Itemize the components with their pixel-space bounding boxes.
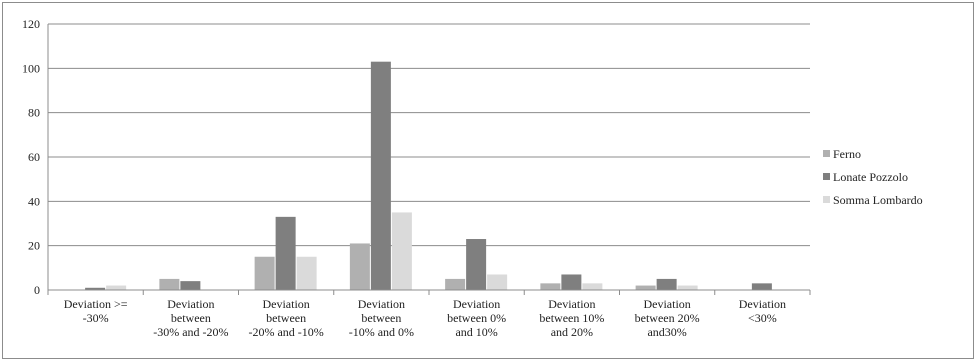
legend-swatch [823, 150, 830, 157]
bar-lonate-pozzolo [656, 278, 677, 290]
bar-somma-lombardo [106, 285, 127, 290]
x-tick-label: Deviation between 0% and 10% [447, 297, 506, 339]
bar-ferno [254, 256, 275, 290]
bar-somma-lombardo [487, 274, 508, 290]
x-tick-labels: Deviation >= -30% Deviation between -30% and… [64, 297, 786, 339]
y-tick-labels: 0 20 40 60 80 100 120 [22, 17, 40, 297]
legend-label: Ferno [833, 147, 861, 161]
bar-ferno [635, 285, 656, 290]
y-tick-label: 60 [28, 150, 40, 164]
legend-label: Somma Lombardo [833, 193, 923, 207]
bar-lonate-pozzolo [275, 216, 296, 290]
x-tick-label: Deviation <30% [739, 297, 786, 325]
bar-ferno [349, 243, 370, 290]
gridlines [48, 23, 810, 247]
y-tick-label: 0 [34, 283, 40, 297]
bar-ferno [159, 278, 180, 290]
legend: Ferno Lonate Pozzolo Somma Lombardo [823, 147, 923, 207]
bar-somma-lombardo [582, 283, 603, 290]
axes [47, 24, 811, 295]
bar-lonate-pozzolo [466, 239, 487, 290]
y-tick-label: 40 [28, 194, 40, 208]
y-tick-label: 80 [28, 106, 40, 120]
bar-lonate-pozzolo [561, 274, 582, 290]
x-tick-label: Deviation between -20% and -10% [248, 297, 323, 339]
x-tick-label: Deviation between 10% and 20% [539, 297, 604, 339]
bar-lonate-pozzolo [85, 287, 106, 290]
bars [85, 61, 772, 290]
bar-lonate-pozzolo [751, 283, 772, 290]
x-tick-label: Deviation between -10% and 0% [349, 297, 414, 339]
legend-label: Lonate Pozzolo [833, 170, 908, 184]
bar-somma-lombardo [391, 212, 412, 290]
x-tick-label: Deviation between 20% and30% [635, 297, 700, 339]
bar-ferno [445, 278, 466, 290]
y-tick-label: 20 [28, 239, 40, 253]
bar-somma-lombardo [677, 285, 698, 290]
legend-swatch [823, 173, 830, 180]
y-tick-label: 100 [22, 61, 40, 75]
y-tick-label: 120 [22, 17, 40, 31]
bar-lonate-pozzolo [180, 281, 201, 290]
bar-somma-lombardo [296, 256, 317, 290]
x-tick-label: Deviation between -30% and -20% [153, 297, 228, 339]
x-tick-label: Deviation >= -30% [64, 297, 128, 325]
legend-swatch [823, 196, 830, 203]
bar-ferno [540, 283, 561, 290]
bar-lonate-pozzolo [370, 61, 391, 290]
